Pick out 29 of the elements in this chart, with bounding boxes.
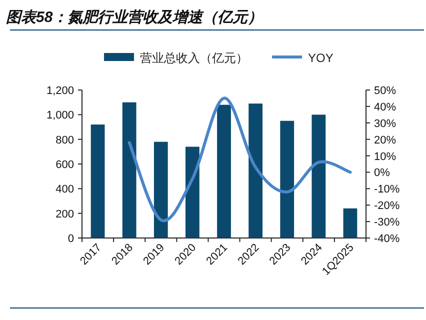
- y2-tick-label: 30%: [374, 118, 396, 130]
- y2-tick-label: -20%: [374, 200, 400, 212]
- bar: [122, 102, 136, 238]
- bar: [90, 124, 105, 238]
- chart-title: 图表58：氮肥行业营收及增速（亿元）: [6, 9, 263, 26]
- y-tick-label: 1,200: [46, 85, 74, 97]
- bar: [248, 104, 262, 238]
- bar: [343, 208, 358, 238]
- y-tick-label: 1,000: [46, 110, 74, 122]
- y-tick-label: 600: [56, 159, 74, 171]
- y-tick-label: 0: [68, 233, 74, 245]
- y2-tick-label: -30%: [374, 216, 400, 229]
- bar: [312, 114, 326, 238]
- y2-tick-label: -40%: [374, 233, 400, 245]
- y-tick-label: 800: [56, 134, 74, 146]
- y-tick-label: 200: [56, 208, 74, 220]
- legend-label: 营业总收入（亿元）: [140, 51, 248, 65]
- y2-tick-label: 0%: [374, 167, 390, 180]
- bar: [280, 120, 294, 238]
- y2-tick-label: 50%: [374, 85, 396, 97]
- bar: [217, 104, 231, 238]
- bar: [154, 142, 168, 238]
- y2-tick-label: -10%: [374, 184, 400, 196]
- y2-tick-label: 10%: [374, 150, 396, 163]
- y2-tick-label: 20%: [374, 134, 396, 146]
- legend-label: YOY: [308, 51, 334, 65]
- y-tick-label: 400: [56, 184, 74, 196]
- y2-tick-label: 40%: [374, 101, 396, 114]
- bar: [186, 146, 200, 238]
